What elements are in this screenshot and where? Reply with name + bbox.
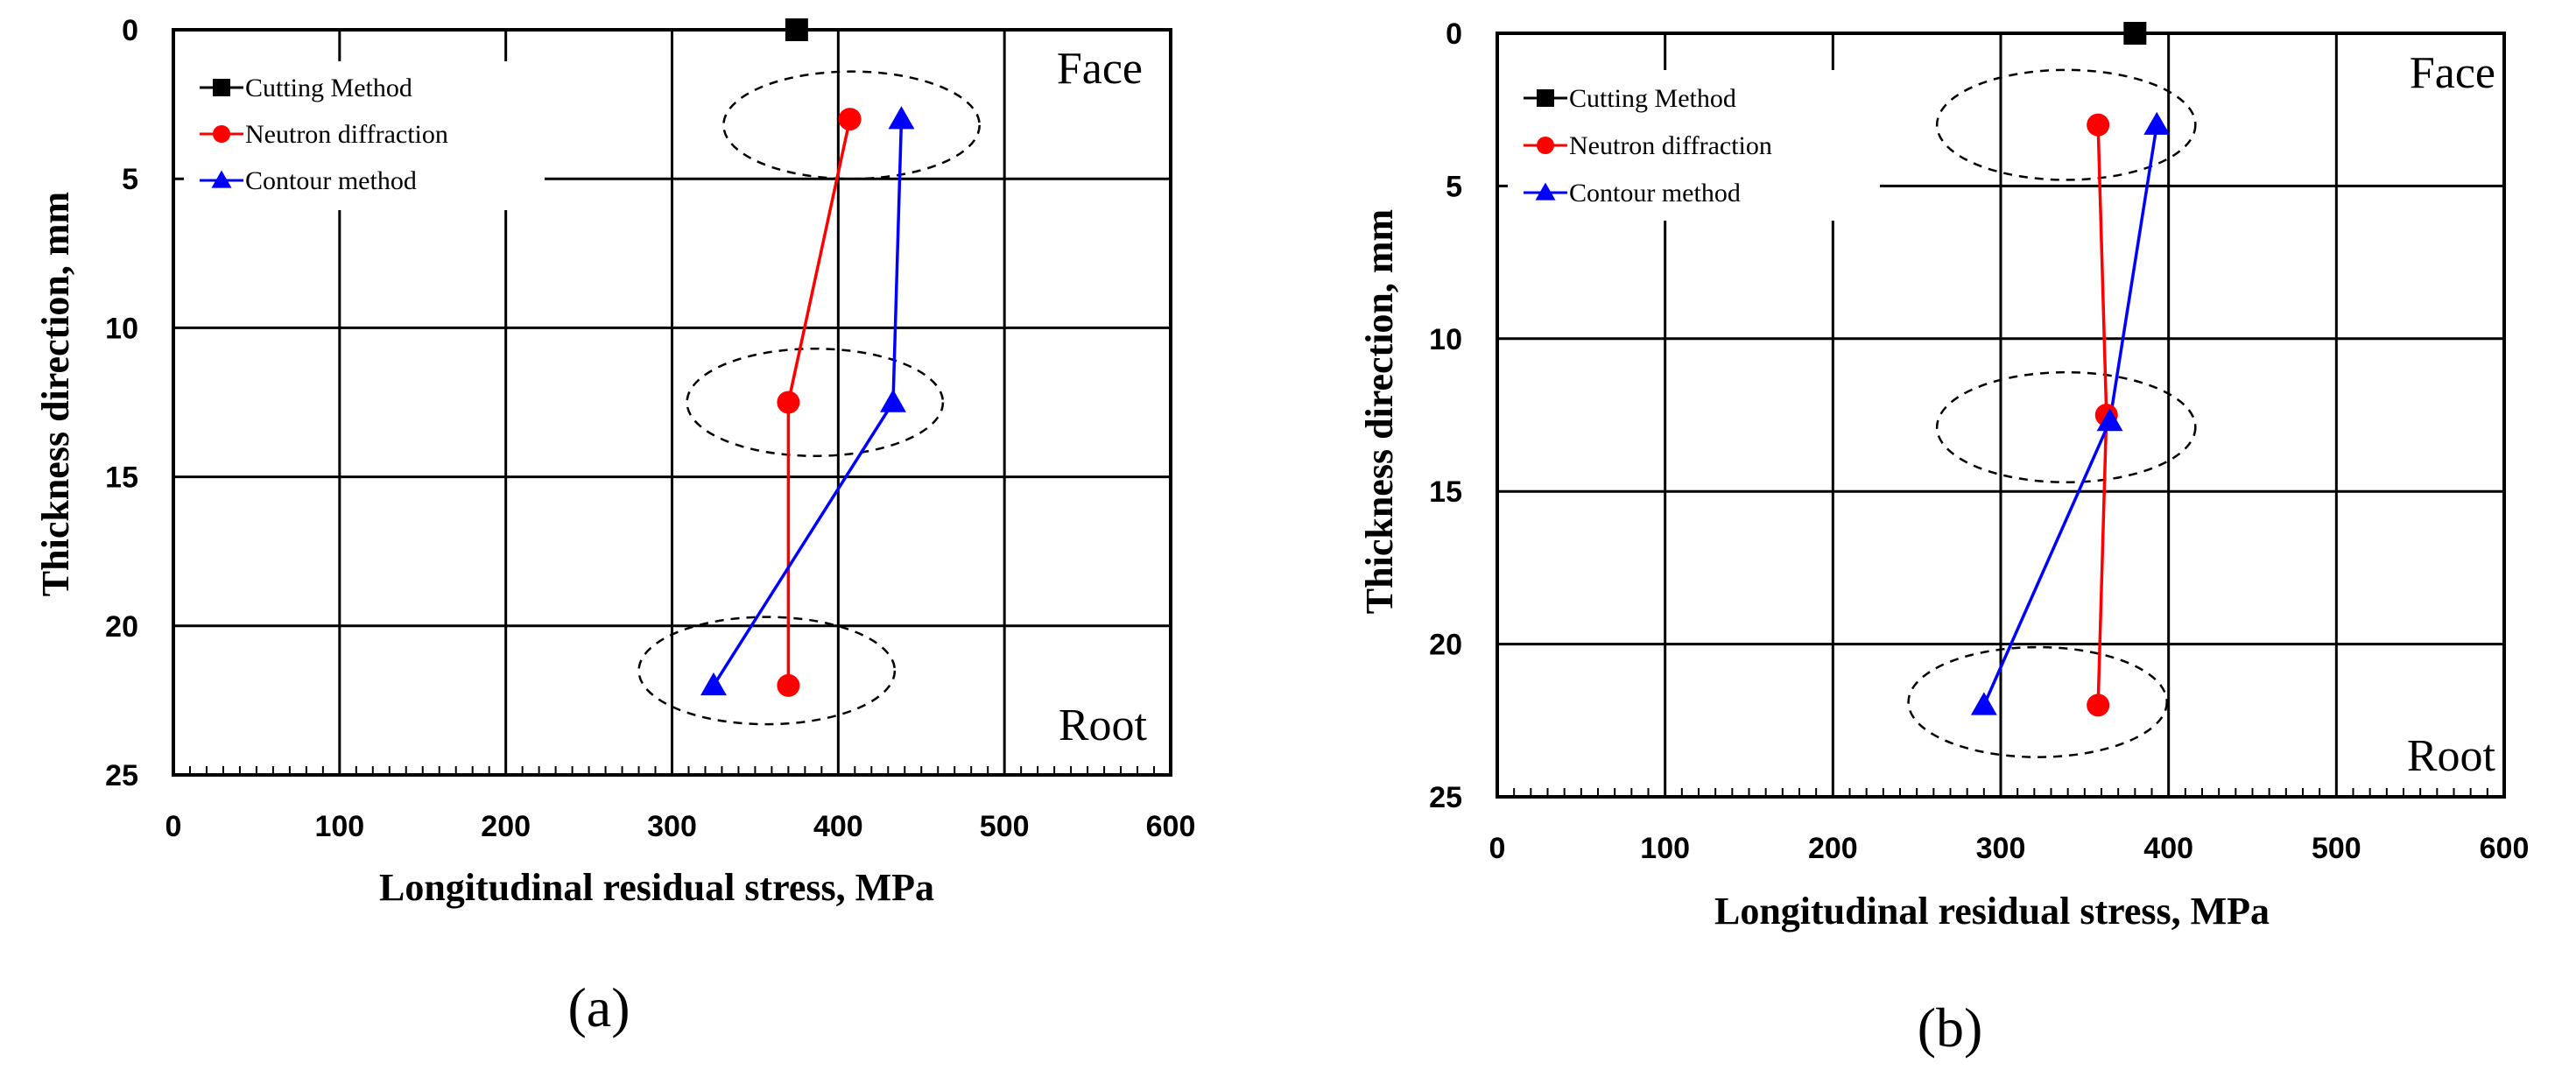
- y-tick-label: 20: [105, 610, 138, 644]
- x-axis-label-b: Longitudinal residual stress, MPa: [1714, 890, 2270, 933]
- legend-a: Cutting Method Neutron diffraction Contour…: [200, 74, 448, 195]
- y-tick-label: 0: [122, 14, 138, 47]
- panel-label-a: (a): [567, 976, 630, 1038]
- contour-method-point: [880, 389, 906, 412]
- highlight-ellipse: [1935, 68, 2197, 181]
- x-tick-labels-b: 0 100 200 300 400 500 600: [1489, 832, 2530, 865]
- legend-box-b: [1508, 70, 1880, 221]
- legend-marker-neutron-diffraction: [213, 125, 230, 143]
- y-tick-label: 5: [122, 163, 138, 196]
- highlight-ellipses-b: [1907, 68, 2197, 758]
- y-tick-label: 15: [1429, 475, 1462, 509]
- highlight-ellipse: [1907, 645, 2169, 758]
- y-tick-label: 10: [1429, 323, 1462, 356]
- legend-label-neutron-diffraction: Neutron diffraction: [1569, 131, 1772, 160]
- root-label-b: Root: [2407, 731, 2496, 781]
- neutron-diffraction-point: [2087, 113, 2110, 137]
- series-markers-b: [1970, 22, 2171, 717]
- y-tick-label: 25: [105, 759, 138, 792]
- legend-label-neutron-diffraction: Neutron diffraction: [245, 120, 448, 149]
- highlight-ellipse: [686, 347, 945, 458]
- root-label-a: Root: [1059, 700, 1148, 750]
- legend-box-a: [184, 61, 545, 210]
- y-axis-label-a: Thickness direction, mm: [34, 192, 77, 596]
- x-tick-label: 600: [1146, 810, 1196, 843]
- y-tick-labels-a: 0 5 10 15 20 25: [105, 14, 138, 792]
- legend-marker-contour-method: [211, 170, 232, 188]
- contour-method-point: [1970, 692, 1997, 715]
- contour-method-line: [712, 119, 904, 686]
- neutron-diffraction-point: [838, 108, 862, 131]
- legend-label-cutting-method: Cutting Method: [1569, 84, 1736, 113]
- x-tick-label: 0: [165, 810, 182, 843]
- y-tick-label: 15: [105, 461, 138, 495]
- y-axis-label-b: Thickness direction, mm: [1358, 209, 1401, 614]
- y-tick-label: 20: [1429, 629, 1462, 662]
- series-markers-a: [700, 18, 915, 697]
- face-label-a: Face: [1057, 44, 1143, 94]
- y-tick-labels-b: 0 5 10 15 20 25: [1429, 18, 1462, 814]
- chart-panel-a: 0 100 200 300 400 500 600 0 5 10 15 20 25 Cutting M…: [34, 14, 1195, 1038]
- highlight-ellipse: [722, 70, 981, 180]
- x-tick-label: 0: [1489, 832, 1506, 865]
- x-tick-labels-a: 0 100 200 300 400 500 600: [165, 810, 1196, 843]
- neutron-diffraction-point: [2087, 693, 2110, 717]
- x-tick-label: 400: [813, 810, 863, 843]
- legend-marker-cutting-method: [1537, 89, 1554, 107]
- legend-marker-contour-method: [1535, 182, 1556, 201]
- neutron-diffraction-point: [777, 673, 800, 697]
- highlight-ellipse: [1935, 370, 2197, 483]
- x-tick-label: 300: [1976, 832, 2026, 865]
- legend-marker-neutron-diffraction: [1537, 137, 1554, 154]
- legend-marker-cutting-method: [213, 79, 230, 96]
- legend-label-contour-method: Contour method: [1569, 179, 1741, 208]
- legend-label-contour-method: Contour method: [245, 166, 417, 195]
- x-tick-label: 400: [2143, 832, 2193, 865]
- grid-b: [1497, 33, 2504, 797]
- contour-method-point: [888, 106, 915, 130]
- legend-label-cutting-method: Cutting Method: [245, 74, 412, 102]
- x-axis-label-a: Longitudinal residual stress, MPa: [379, 866, 934, 909]
- legend-b: Cutting Method Neutron diffraction Contour…: [1524, 84, 1772, 208]
- highlight-ellipses-a: [637, 70, 981, 726]
- x-tick-label: 300: [647, 810, 697, 843]
- chart-panel-b: 0 100 200 300 400 500 600 0 5 10 15 20 25 Cutting M…: [1358, 18, 2529, 1059]
- x-tick-label: 200: [1808, 832, 1858, 865]
- y-tick-label: 0: [1446, 18, 1462, 51]
- y-tick-label: 10: [105, 312, 138, 345]
- face-label-b: Face: [2410, 48, 2495, 98]
- y-tick-label: 5: [1446, 170, 1462, 203]
- minor-ticks-b: [1513, 788, 2488, 797]
- x-tick-label: 100: [314, 810, 364, 843]
- contour-method-point: [2096, 408, 2123, 432]
- series-lines-a: [712, 118, 904, 686]
- contour-method-point: [700, 672, 727, 696]
- minor-ticks-a: [188, 766, 1156, 775]
- series-lines-b: [1982, 124, 2158, 707]
- contour-method-point: [2143, 111, 2171, 135]
- x-tick-label: 200: [481, 810, 531, 843]
- contour-method-line: [1982, 124, 2158, 707]
- panel-label-b: (b): [1918, 996, 1983, 1059]
- neutron-diffraction-point: [777, 391, 800, 414]
- x-tick-label: 100: [1640, 832, 1690, 865]
- y-tick-label: 25: [1429, 781, 1462, 814]
- x-tick-label: 600: [2480, 832, 2530, 865]
- x-tick-label: 500: [2312, 832, 2361, 865]
- highlight-ellipse: [637, 616, 897, 726]
- x-tick-label: 500: [980, 810, 1030, 843]
